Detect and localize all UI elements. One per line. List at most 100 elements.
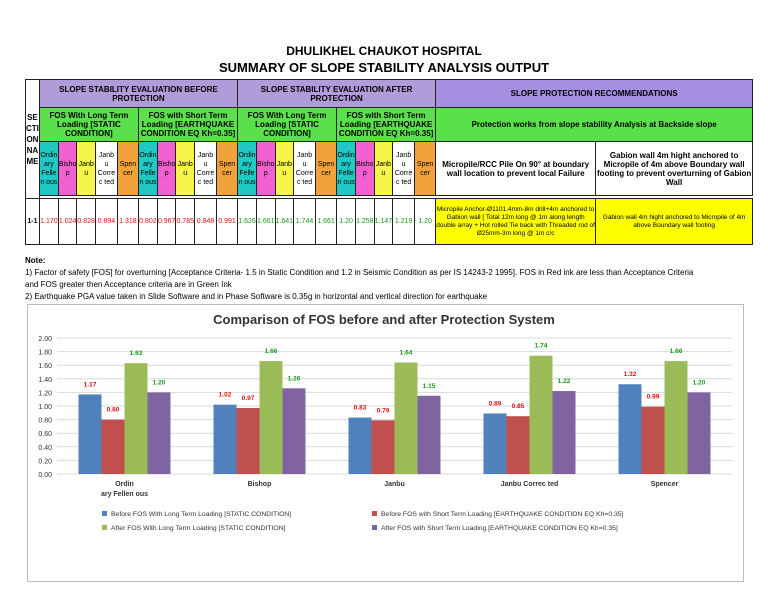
fos-cell: 1.318 — [116, 198, 139, 245]
y-tick-label: 0.60 — [38, 431, 52, 438]
legend-swatch — [372, 511, 377, 516]
fos-cell: 1.744 — [293, 198, 317, 245]
method-janbu: Janb u — [373, 141, 394, 196]
method-janbu-corrected: Janb u Corre c ted — [194, 141, 217, 196]
bar — [618, 384, 642, 474]
recommendation-subheader: Protection works from slope stability An… — [435, 107, 754, 142]
x-tick-label: Bishop — [248, 481, 272, 488]
fos-cell: 1.626 — [237, 198, 257, 245]
fos-cell: 1.20 — [336, 198, 357, 245]
data-label: 1.17 — [84, 381, 97, 388]
legend-swatch — [372, 525, 377, 530]
method-janbu: Janb u — [274, 141, 295, 196]
method-janbu: Janb u — [175, 141, 195, 196]
bar — [147, 392, 171, 474]
table-row: 1-1 1.170 1.024 0.828 0.894 1.318 0.802 … — [25, 198, 754, 245]
before-long-term-header: FOS With Long Term Loading [STATIC CONDI… — [38, 107, 139, 142]
method-spencer: Spen cer — [414, 141, 437, 196]
hospital-title: DHULIKHEL CHAUKOT HOSPITAL — [286, 44, 482, 58]
data-label: 0.89 — [489, 400, 502, 407]
bar — [529, 355, 553, 474]
method-bishop: Bisho p — [256, 141, 276, 196]
before-protection-header: SLOPE STABILITY EVALUATION BEFORE PROTEC… — [38, 79, 239, 108]
y-tick-label: 1.80 — [38, 350, 52, 357]
x-tick-label: Spencer — [651, 481, 679, 488]
fos-cell: 0.894 — [94, 198, 118, 245]
data-label: 0.99 — [647, 394, 660, 401]
y-tick-label: 0.40 — [38, 445, 52, 452]
after-short-term-header: FOS with Short Term Loading [EARTHQUAKE … — [336, 107, 437, 142]
y-tick-label: 1.20 — [38, 390, 52, 397]
bar — [417, 395, 441, 474]
x-tick-label: Ordin — [115, 481, 134, 488]
bar — [78, 394, 102, 474]
bar — [101, 419, 125, 474]
fos-cell: 0.828 — [76, 198, 96, 245]
fos-cell: 0.967 — [156, 198, 177, 245]
method-bishop: Bisho p — [156, 141, 177, 196]
data-label: 1.63 — [130, 350, 143, 357]
fos-cell: 1.661 — [256, 198, 276, 245]
recommendation-col2-header: Gabion wall 4m hight anchored to Micropi… — [595, 141, 754, 196]
bar — [552, 391, 576, 474]
method-ordinary: Ordin ary Felle n ous — [137, 141, 158, 196]
method-spencer: Spen cer — [216, 141, 238, 196]
data-label: 1.20 — [153, 379, 166, 386]
before-short-term-header: FOS with Short Term Loading [EARTHQUAKE … — [137, 107, 239, 142]
note-1b: and FOS greater then Acceptance criteria… — [25, 280, 232, 289]
data-label: 1.15 — [423, 383, 436, 390]
data-label: 0.80 — [107, 407, 120, 414]
y-tick-label: 1.40 — [38, 377, 52, 384]
bar — [664, 361, 688, 474]
fos-cell: 1.661 — [315, 198, 338, 245]
fos-cell: 1.20 — [414, 198, 437, 245]
bar — [641, 406, 665, 474]
fos-cell: 1.147 — [373, 198, 394, 245]
legend-label: Before FOS with Short Term Loading [EART… — [381, 511, 624, 518]
after-long-term-header: FOS With Long Term Loading [STATIC CONDI… — [236, 107, 338, 142]
data-label: 1.02 — [219, 392, 232, 399]
summary-title: SUMMARY OF SLOPE STABILITY ANALYSIS OUTP… — [218, 60, 550, 75]
method-bishop: Bisho p — [355, 141, 375, 196]
fos-cell: 1.258 — [355, 198, 375, 245]
bar — [506, 416, 530, 474]
fos-cell: 0.802 — [137, 198, 158, 245]
method-janbu: Janb u — [76, 141, 96, 196]
fos-cell: 0.785 — [175, 198, 195, 245]
note-1a: 1) Factor of safety [FOS] for overturnin… — [25, 268, 694, 277]
x-tick-label: Janbu Correc ted — [501, 481, 559, 488]
bar — [124, 363, 148, 474]
legend-swatch — [102, 511, 107, 516]
legend-label: After FOS With Long Term Loading [STATIC… — [111, 525, 286, 532]
x-tick-label: ary Fellen ous — [101, 491, 148, 498]
recommendation-gabion: Gabion wall 4m hight anchored to Micropi… — [595, 198, 754, 245]
after-protection-header: SLOPE STABILITY EVALUATION AFTER PROTECT… — [236, 79, 437, 108]
note-2: 2) Earthquake PGA value taken in Slide S… — [25, 292, 488, 301]
method-ordinary: Ordin ary Felle n ous — [38, 141, 59, 196]
recommendation-micropile: Micropile Anchor-Ø1101.4mm-8m drill+4m a… — [435, 198, 597, 245]
legend-label: After FOS with Short Term Loading [EARTH… — [381, 525, 618, 532]
y-tick-label: 1.60 — [38, 363, 52, 370]
fos-cell: 0.848 — [194, 198, 217, 245]
data-label: 0.79 — [377, 407, 390, 414]
notes-heading: Note: — [25, 256, 46, 265]
legend-swatch — [102, 525, 107, 530]
data-label: 0.97 — [242, 395, 255, 402]
chart-title: Comparison of FOS before and after Prote… — [213, 312, 555, 327]
method-spencer: Spen cer — [116, 141, 139, 196]
data-label: 1.64 — [400, 349, 413, 356]
method-janbu-corrected: Janb u Corre c ted — [293, 141, 317, 196]
summary-table: SE CTI ON NA ME SLOPE STABILITY EVALUATI… — [25, 79, 754, 245]
y-tick-label: 0.00 — [38, 472, 52, 479]
method-janbu-corrected: Janb u Corre c ted — [392, 141, 416, 196]
recommendations-header: SLOPE PROTECTION RECOMMENDATIONS — [435, 79, 754, 108]
y-tick-label: 0.80 — [38, 418, 52, 425]
method-ordinary: Ordin ary Felle n ous — [336, 141, 357, 196]
fos-cell: 1.641 — [274, 198, 295, 245]
y-tick-label: 2.00 — [38, 336, 52, 343]
y-tick-label: 0.20 — [38, 458, 52, 465]
data-label: 1.20 — [693, 379, 706, 386]
data-label: 1.66 — [670, 348, 683, 355]
legend-label: Before FOS With Long Term Loading [STATI… — [111, 511, 291, 518]
bar — [394, 362, 418, 474]
